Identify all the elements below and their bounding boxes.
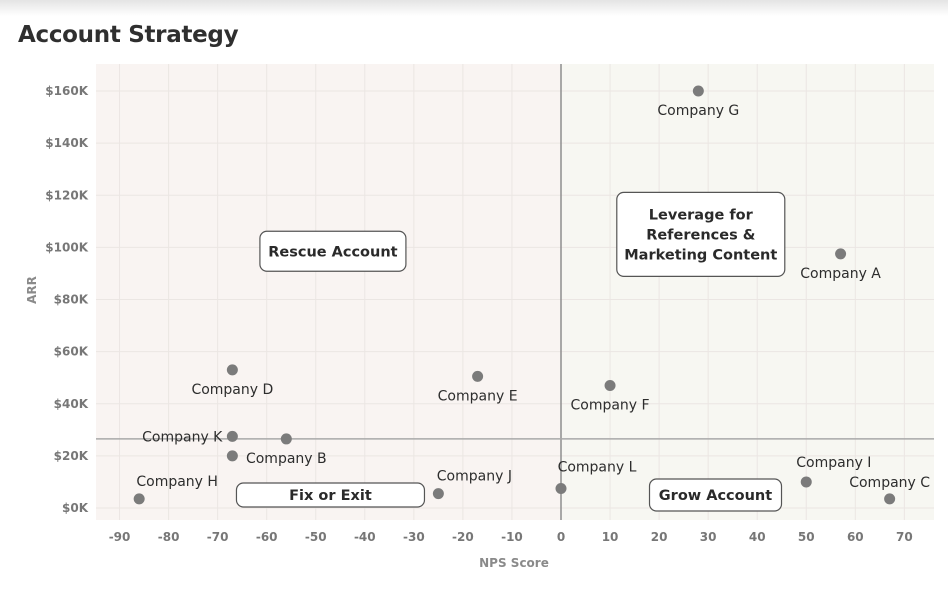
y-tick-label: $60K — [54, 345, 89, 359]
x-tick-label: 20 — [651, 530, 668, 544]
data-point — [226, 450, 238, 462]
x-tick-label: -70 — [207, 530, 229, 544]
quadrant-label: Rescue Account — [268, 244, 397, 260]
data-point-label: Company E — [438, 388, 518, 404]
x-tick-label: 60 — [847, 530, 864, 544]
y-tick-label: $120K — [45, 188, 88, 202]
data-point-label: Company H — [136, 474, 218, 490]
axis-ticks: -90 -80 -70 -60 -50 -40 -30 -20 -10 0 10 20 30 40 50 60… — [45, 84, 912, 544]
y-tick-label: $80K — [54, 293, 89, 307]
y-tick-label: $100K — [45, 240, 88, 254]
x-tick-label: 30 — [700, 530, 717, 544]
quadrant-label-box — [648, 478, 783, 512]
quadrant-label: Fix or Exit — [289, 488, 372, 504]
data-point — [884, 493, 896, 505]
x-tick-label: -20 — [452, 530, 474, 544]
y-tick-label: $40K — [54, 397, 89, 411]
data-point — [604, 380, 616, 392]
page-title: Account Strategy — [18, 22, 239, 48]
plot-background — [96, 64, 934, 520]
data-point-label: Company F — [570, 398, 649, 414]
top-shadow-bar — [0, 0, 948, 16]
x-tick-label: 0 — [557, 530, 565, 544]
quadrant-label-box — [616, 191, 786, 277]
data-point — [800, 476, 812, 488]
quadrant-label: Grow Account — [659, 488, 772, 504]
y-tick-label: $20K — [54, 449, 89, 463]
x-tick-label: 40 — [749, 530, 766, 544]
data-point-label: Company C — [849, 475, 930, 491]
x-tick-label: 50 — [798, 530, 815, 544]
data-point — [472, 370, 484, 382]
quadrant-labels: Rescue Account Leverage for References & Ma… — [235, 191, 786, 512]
x-tick-label: -30 — [403, 530, 425, 544]
right-half-background — [561, 64, 934, 520]
data-point — [226, 430, 238, 442]
quadrant-label: Marketing Content — [624, 247, 777, 263]
data-point — [835, 248, 847, 260]
data-point — [226, 364, 238, 376]
quadrant-label-box — [259, 230, 407, 272]
data-point — [280, 433, 292, 445]
data-point-label: Company D — [191, 382, 273, 398]
quadrant-label: References & — [646, 227, 756, 243]
data-points: Company G Company A Company D Company E Comp… — [133, 85, 930, 505]
data-point-label: Company J — [437, 469, 512, 485]
data-point-label: Company A — [800, 266, 881, 282]
quadrant-label: Leverage for — [649, 207, 754, 223]
data-point — [692, 85, 704, 97]
data-point — [555, 482, 567, 494]
x-tick-label: -90 — [109, 530, 131, 544]
data-point-label: Company K — [142, 429, 223, 445]
y-tick-label: $140K — [45, 136, 88, 150]
x-tick-label: -80 — [158, 530, 180, 544]
data-point — [133, 493, 145, 505]
x-tick-label: -40 — [354, 530, 376, 544]
x-tick-label: -50 — [305, 530, 327, 544]
data-point-label: Company I — [796, 455, 871, 471]
data-point-label: Company B — [246, 451, 327, 467]
data-point-label: Company L — [558, 459, 637, 475]
data-point-label: Company G — [657, 103, 739, 119]
x-tick-label: -10 — [501, 530, 523, 544]
x-axis-title: NPS Score — [479, 556, 549, 570]
data-point — [432, 488, 444, 500]
x-tick-label: 10 — [602, 530, 619, 544]
y-tick-label: $160K — [45, 84, 88, 98]
left-half-background — [96, 64, 561, 520]
quadrant-label-box — [235, 482, 426, 508]
y-axis-title: ARR — [25, 276, 39, 304]
y-tick-label: $0K — [62, 501, 89, 515]
x-tick-label: -60 — [256, 530, 278, 544]
x-tick-label: 70 — [896, 530, 913, 544]
